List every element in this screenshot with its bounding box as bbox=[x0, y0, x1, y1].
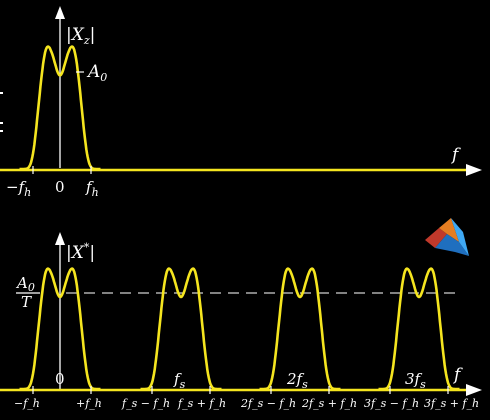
svg-text:T: T bbox=[21, 293, 32, 311]
a0-over-t-label: A0 T bbox=[15, 274, 40, 311]
top-x-axis-label: f bbox=[450, 145, 461, 165]
bottom-x-axis-arrow bbox=[466, 384, 482, 396]
left-edge-fragment bbox=[0, 122, 3, 124]
svg-text:A0: A0 bbox=[15, 274, 35, 294]
bottom-spectrum-plot: |X*| A0 T f 0 fs 2fs 3fs −f_h +f_h f_s −… bbox=[0, 232, 482, 410]
center-label-zero: 0 bbox=[55, 370, 65, 388]
top-spectrum-plot: |Xz| A0 f −fh 0 fh bbox=[0, 6, 482, 199]
3fs-replica-curve bbox=[377, 267, 461, 391]
left-edge-fragment bbox=[0, 130, 3, 132]
center-label-fs: fs bbox=[173, 370, 186, 391]
bottom-tick-label: f_s + f_h bbox=[177, 397, 226, 410]
top-tick-label-neg-fh: −fh bbox=[6, 178, 31, 199]
top-y-axis-arrow bbox=[55, 6, 65, 19]
fs-replica-curve bbox=[139, 267, 223, 391]
bottom-tick-label: f_s − f_h bbox=[121, 397, 170, 410]
top-amplitude-label: A0 bbox=[86, 62, 107, 84]
top-tick-label-fh: fh bbox=[85, 178, 99, 199]
2fs-replica-curve bbox=[258, 267, 342, 391]
bottom-y-axis-arrow bbox=[55, 232, 65, 245]
center-label-3fs: 3fs bbox=[405, 370, 426, 391]
baseband-replica-curve bbox=[18, 267, 102, 391]
top-tick-label-zero: 0 bbox=[55, 178, 65, 196]
bottom-y-label: |X*| bbox=[66, 241, 95, 263]
center-label-2fs: 2fs bbox=[286, 370, 308, 391]
bottom-x-axis-label: f bbox=[452, 365, 463, 385]
bottom-tick-label: 2f_s − f_h bbox=[240, 397, 296, 410]
bottom-tick-label: +f_h bbox=[76, 397, 102, 410]
matlab-logo-icon bbox=[425, 218, 469, 256]
left-edge-fragment bbox=[0, 92, 3, 94]
bottom-tick-label: 2f_s + f_h bbox=[301, 397, 357, 410]
top-x-axis-arrow bbox=[466, 164, 482, 176]
bottom-tick-label: 3f_s + f_h bbox=[424, 397, 479, 410]
bottom-tick-label: 3f_s − f_h bbox=[364, 397, 419, 410]
bottom-tick-label: −f_h bbox=[14, 397, 40, 410]
top-spectrum-curve bbox=[18, 45, 102, 171]
top-y-label: |Xz| bbox=[66, 25, 95, 47]
